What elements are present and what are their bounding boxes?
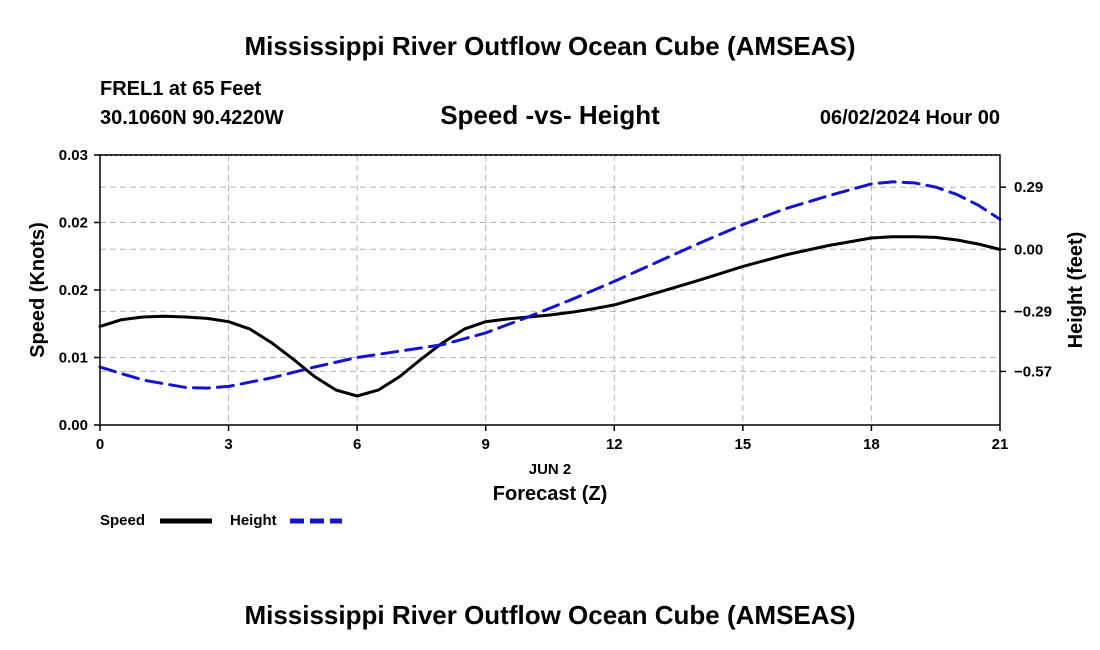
y-right-tick-label: −0.57: [1014, 363, 1052, 380]
x-tick-label: 9: [482, 436, 490, 453]
y-right-tick-label: 0.00: [1014, 241, 1043, 258]
x-tick-label: 6: [353, 436, 361, 453]
legend: Speed Height: [100, 512, 342, 529]
y-axis-left-label: Speed (Knots): [27, 222, 49, 358]
y-left-tick-label: 0.03: [59, 147, 88, 164]
forecast-datetime: 06/02/2024 Hour 00: [820, 107, 1000, 129]
y-right-tick-label: 0.29: [1014, 179, 1043, 196]
x-tick-label: 21: [992, 436, 1009, 453]
x-tick-label: 12: [606, 436, 623, 453]
legend-height-label: Height: [230, 512, 277, 529]
y-left-tick-label: 0.02: [59, 282, 88, 299]
y-right-tick-label: −0.29: [1014, 303, 1052, 320]
legend-speed-label: Speed: [100, 512, 145, 529]
main-title: Mississippi River Outflow Ocean Cube (AM…: [244, 31, 855, 61]
y-left-tick-label: 0.01: [59, 350, 88, 367]
x-tick-label: 3: [224, 436, 232, 453]
y-axis-right-label: Height (feet): [1065, 232, 1087, 349]
chart-title: Speed -vs- Height: [440, 100, 660, 130]
y-left-tick-label: 0.00: [59, 417, 88, 434]
y-left-tick-label: 0.02: [59, 215, 88, 232]
x-axis-label: Forecast (Z): [493, 483, 607, 505]
station-label: FREL1 at 65 Feet: [100, 78, 262, 100]
series-line-height: [98, 180, 1002, 390]
station-coords: 30.1060N 90.4220W: [100, 107, 284, 129]
x-tick-label: 15: [735, 436, 752, 453]
footer-title: Mississippi River Outflow Ocean Cube (AM…: [244, 600, 855, 630]
x-tick-label: 18: [863, 436, 880, 453]
grid: [100, 154, 1000, 425]
series-line-speed: [98, 235, 1002, 398]
plot-series: [98, 180, 1002, 398]
ticks: 0 3 6 9 12 15 18 21 0.00 0.01 0.02 0.02 0.03 −0.57 −0.…: [59, 147, 1052, 453]
x-axis-date-label: JUN 2: [529, 461, 572, 478]
x-tick-label: 0: [96, 436, 104, 453]
